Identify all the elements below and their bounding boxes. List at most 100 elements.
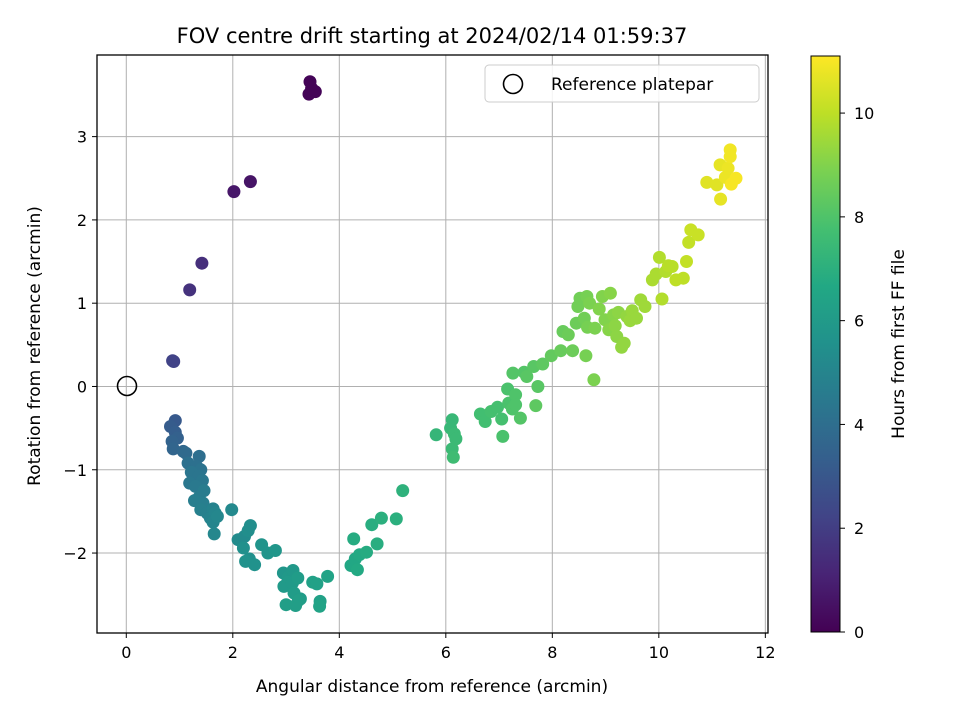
data-point bbox=[449, 432, 463, 446]
data-point bbox=[588, 321, 602, 335]
colorbar-tick-label: 4 bbox=[854, 415, 864, 434]
data-point bbox=[561, 328, 575, 342]
data-point bbox=[680, 255, 693, 268]
data-point bbox=[195, 256, 209, 270]
x-tick-label: 10 bbox=[649, 643, 669, 662]
data-point bbox=[291, 594, 305, 607]
y-tick-label: −2 bbox=[63, 544, 87, 563]
data-point bbox=[321, 569, 335, 583]
legend-label: Reference platepar bbox=[551, 75, 713, 95]
grid bbox=[97, 55, 768, 633]
x-axis-label: Angular distance from reference (arcmin) bbox=[256, 677, 608, 697]
y-tick-label: 3 bbox=[77, 128, 87, 147]
data-point bbox=[446, 450, 460, 464]
data-point bbox=[655, 292, 669, 306]
data-point bbox=[167, 355, 181, 368]
reference-marker bbox=[116, 375, 138, 397]
data-point bbox=[665, 260, 679, 273]
x-tick-label: 8 bbox=[547, 643, 557, 662]
data-point bbox=[617, 336, 631, 350]
colorbar-tick-label: 10 bbox=[854, 104, 874, 123]
data-point bbox=[389, 512, 403, 526]
data-point bbox=[566, 344, 580, 358]
y-tick-label: 0 bbox=[77, 377, 87, 396]
data-point bbox=[310, 577, 324, 591]
colorbar bbox=[810, 55, 841, 633]
data-point bbox=[192, 449, 206, 463]
data-point bbox=[723, 143, 737, 157]
legend: Reference platepar bbox=[484, 64, 760, 103]
data-point bbox=[347, 532, 361, 546]
data-point bbox=[506, 366, 520, 380]
data-point bbox=[682, 235, 696, 249]
data-point bbox=[370, 537, 384, 551]
data-point bbox=[592, 302, 606, 316]
data-point bbox=[429, 428, 443, 442]
data-point bbox=[179, 446, 193, 460]
colorbar-tick-label: 6 bbox=[854, 312, 864, 331]
data-point bbox=[279, 598, 293, 612]
plot-frame bbox=[96, 54, 769, 634]
data-point bbox=[529, 399, 543, 413]
data-point bbox=[243, 519, 257, 533]
data-point bbox=[710, 178, 724, 192]
x-tick-label: 12 bbox=[755, 643, 775, 662]
data-point bbox=[554, 344, 568, 358]
data-point bbox=[509, 388, 523, 402]
data-point bbox=[495, 412, 509, 426]
y-axis-label: Rotation from reference (arcmin) bbox=[25, 206, 45, 486]
data-point bbox=[496, 429, 510, 443]
y-tick-label: 2 bbox=[77, 211, 87, 230]
data-point bbox=[513, 411, 527, 425]
data-point bbox=[313, 599, 327, 613]
data-point bbox=[536, 357, 550, 371]
data-point bbox=[608, 319, 622, 333]
data-point bbox=[721, 161, 735, 175]
data-point bbox=[291, 571, 305, 585]
data-point bbox=[509, 398, 523, 412]
data-point bbox=[210, 509, 224, 523]
data-point bbox=[207, 527, 221, 541]
data-point bbox=[268, 544, 282, 557]
data-point bbox=[691, 228, 705, 242]
data-point bbox=[225, 503, 239, 517]
data-point bbox=[236, 541, 250, 555]
data-point bbox=[350, 563, 364, 577]
data-point bbox=[579, 349, 593, 363]
data-point bbox=[603, 286, 617, 300]
data-point bbox=[520, 370, 534, 383]
data-point bbox=[227, 185, 241, 199]
data-points bbox=[164, 75, 743, 613]
data-point bbox=[396, 484, 410, 498]
data-point bbox=[478, 415, 492, 428]
data-point bbox=[248, 558, 262, 572]
data-point bbox=[638, 300, 652, 313]
data-point bbox=[714, 192, 728, 206]
data-point bbox=[365, 518, 379, 532]
data-point bbox=[183, 283, 197, 297]
data-point bbox=[360, 545, 373, 559]
data-point bbox=[676, 271, 690, 285]
data-point bbox=[243, 175, 257, 189]
data-point bbox=[652, 250, 666, 264]
x-tick-label: 6 bbox=[441, 643, 451, 662]
colorbar-tick-label: 8 bbox=[854, 208, 864, 227]
data-point bbox=[583, 296, 597, 310]
data-point bbox=[166, 442, 180, 456]
colorbar-tick-label: 0 bbox=[854, 623, 864, 642]
data-point bbox=[374, 511, 388, 525]
colorbar-tick-label: 2 bbox=[854, 519, 864, 538]
data-point bbox=[587, 373, 601, 387]
data-point bbox=[445, 413, 459, 427]
y-tick-label: −1 bbox=[63, 461, 87, 480]
x-tick-label: 2 bbox=[228, 643, 238, 662]
chart-title: FOV centre drift starting at 2024/02/14 … bbox=[177, 24, 688, 48]
data-point bbox=[531, 380, 545, 393]
x-tick-label: 4 bbox=[334, 643, 344, 662]
data-point bbox=[491, 400, 504, 414]
legend-box bbox=[484, 64, 760, 103]
data-point bbox=[729, 171, 743, 185]
y-tick-label: 1 bbox=[77, 294, 87, 313]
